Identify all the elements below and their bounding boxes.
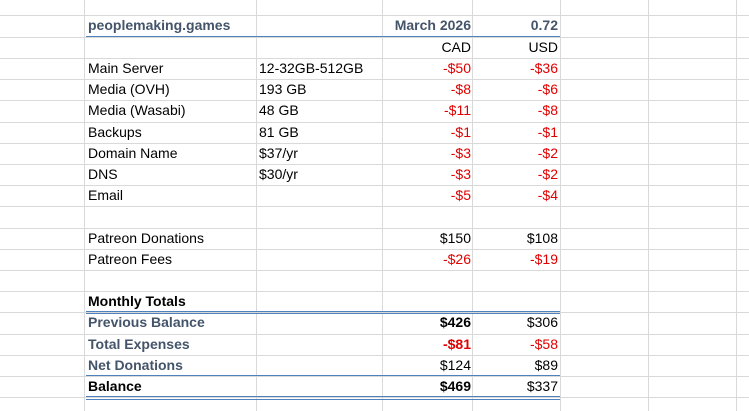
- expense-cad-cell[interactable]: -$11: [444, 102, 471, 118]
- gridline: [0, 37, 749, 38]
- net-donations-cad[interactable]: $124: [439, 357, 471, 373]
- gridline: [0, 397, 749, 398]
- monthly-totals-heading[interactable]: Monthly Totals: [88, 293, 186, 309]
- balance-bottom-rule: [86, 396, 560, 397]
- expense-label-cell[interactable]: Media (Wasabi): [88, 102, 186, 118]
- previous-balance-cad[interactable]: $426: [439, 314, 471, 330]
- expense-label-cell[interactable]: DNS: [88, 166, 118, 182]
- expense-usd-cell[interactable]: -$6: [537, 81, 558, 97]
- currency-usd-cell[interactable]: USD: [528, 39, 558, 55]
- period-cell[interactable]: March 2026: [394, 17, 471, 33]
- gridline: [0, 355, 749, 356]
- income-usd-cell[interactable]: $108: [526, 230, 558, 246]
- balance-top-rule: [86, 375, 560, 376]
- income-label-cell[interactable]: Patreon Fees: [88, 251, 173, 267]
- gridline: [0, 143, 749, 144]
- income-cad-cell[interactable]: $150: [439, 230, 471, 246]
- gridline: [0, 270, 749, 271]
- gridline: [0, 206, 749, 207]
- expense-cad-cell[interactable]: -$1: [450, 124, 471, 140]
- gridline: [0, 79, 749, 80]
- total-expenses-usd[interactable]: -$58: [529, 336, 558, 352]
- expense-usd-cell[interactable]: -$36: [529, 60, 558, 76]
- gridline: [0, 15, 749, 16]
- gridline: [0, 228, 749, 229]
- expense-detail-cell[interactable]: 48 GB: [259, 102, 299, 118]
- gridline: [0, 312, 749, 313]
- income-usd-cell[interactable]: -$19: [529, 251, 558, 267]
- gridline: [648, 0, 649, 411]
- gridline: [0, 58, 749, 59]
- expense-usd-cell[interactable]: -$1: [537, 124, 558, 140]
- site-name-cell[interactable]: peoplemaking.games: [88, 17, 231, 33]
- expense-label-cell[interactable]: Backups: [88, 124, 142, 140]
- totals-heading-underline: [86, 311, 560, 312]
- previous-balance-usd[interactable]: $306: [526, 314, 558, 330]
- expense-cad-cell[interactable]: -$3: [450, 145, 471, 161]
- totals-heading-underline: [86, 313, 560, 314]
- total-expenses-label[interactable]: Total Expenses: [88, 336, 190, 352]
- exchange-rate-cell[interactable]: 0.72: [530, 17, 558, 33]
- expense-detail-cell[interactable]: $37/yr: [259, 145, 298, 161]
- expense-cad-cell[interactable]: -$50: [442, 60, 471, 76]
- gridline: [256, 0, 257, 411]
- income-label-cell[interactable]: Patreon Donations: [88, 230, 204, 246]
- total-expenses-cad[interactable]: -$81: [442, 336, 471, 352]
- expense-cad-cell[interactable]: -$3: [450, 166, 471, 182]
- gridline: [472, 0, 473, 411]
- expense-usd-cell[interactable]: -$4: [537, 187, 558, 203]
- balance-usd[interactable]: $337: [526, 378, 558, 394]
- expense-label-cell[interactable]: Main Server: [88, 60, 164, 76]
- gridline: [0, 122, 749, 123]
- expense-usd-cell[interactable]: -$8: [537, 102, 558, 118]
- currency-cad-cell[interactable]: CAD: [441, 39, 471, 55]
- expense-cad-cell[interactable]: -$5: [450, 187, 471, 203]
- expense-detail-cell[interactable]: [259, 185, 382, 206]
- gridline: [0, 164, 749, 165]
- gridline: [0, 185, 749, 186]
- expense-detail-cell[interactable]: 81 GB: [259, 124, 299, 140]
- gridline: [736, 0, 737, 411]
- income-cad-cell[interactable]: -$26: [442, 251, 471, 267]
- header-underline: [86, 36, 560, 37]
- gridline: [84, 0, 85, 411]
- previous-balance-label[interactable]: Previous Balance: [88, 314, 205, 330]
- net-donations-usd[interactable]: $89: [534, 357, 558, 373]
- expense-detail-cell[interactable]: 193 GB: [259, 81, 307, 97]
- balance-label[interactable]: Balance: [88, 378, 142, 394]
- expense-usd-cell[interactable]: -$2: [537, 145, 558, 161]
- expense-usd-cell[interactable]: -$2: [537, 166, 558, 182]
- expense-label-cell[interactable]: Email: [88, 187, 124, 203]
- net-donations-label[interactable]: Net Donations: [88, 357, 183, 373]
- gridline: [0, 376, 749, 377]
- gridline: [560, 0, 561, 411]
- balance-cad[interactable]: $469: [439, 378, 471, 394]
- expense-detail-cell[interactable]: $30/yr: [259, 166, 298, 182]
- gridline: [0, 334, 749, 335]
- expense-label-cell[interactable]: Media (OVH): [88, 81, 170, 97]
- gridline: [0, 249, 749, 250]
- gridline: [0, 291, 749, 292]
- expense-detail-cell[interactable]: 12-32GB-512GB: [259, 60, 364, 76]
- expense-label-cell[interactable]: Domain Name: [88, 145, 178, 161]
- balance-bottom-rule: [86, 399, 560, 400]
- gridline: [0, 100, 749, 101]
- expense-cad-cell[interactable]: -$8: [450, 81, 471, 97]
- gridline: [382, 0, 383, 411]
